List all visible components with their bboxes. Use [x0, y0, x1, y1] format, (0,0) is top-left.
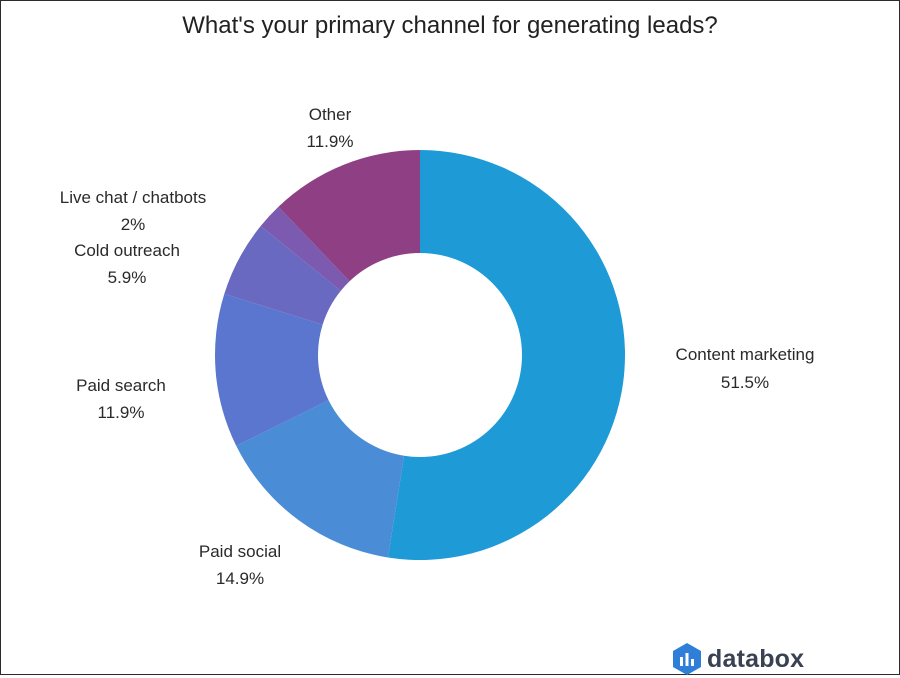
slice-value-other: 11.9%	[307, 132, 354, 151]
slice-content-marketing	[387, 150, 625, 560]
slice-other	[278, 150, 420, 282]
slice-label-live-chat-chatbots: Live chat / chatbots	[60, 188, 206, 207]
chart-title: What's your primary channel for generati…	[182, 12, 718, 39]
brand-logo: databox	[672, 640, 804, 678]
slice-label-other: Other	[309, 105, 352, 124]
brand-name: databox	[707, 644, 805, 673]
slice-cold-outreach	[224, 226, 341, 325]
slice-paid-search	[214, 293, 329, 446]
slice-value-content-marketing: 51.5%	[721, 373, 769, 392]
slice-value-paid-social: 14.9%	[216, 569, 264, 588]
slice-paid-social	[236, 400, 405, 558]
slice-value-cold-outreach: 5.9%	[108, 268, 147, 287]
slice-live-chat-chatbots	[260, 206, 350, 291]
slice-label-paid-social: Paid social	[199, 542, 281, 561]
slice-value-paid-search: 11.9%	[98, 403, 145, 422]
slice-label-paid-search: Paid search	[76, 376, 166, 395]
databox-logo-icon	[673, 643, 701, 675]
slice-value-live-chat-chatbots: 2%	[121, 215, 146, 234]
slice-label-content-marketing: Content marketing	[676, 345, 815, 364]
slice-label-cold-outreach: Cold outreach	[74, 241, 180, 260]
